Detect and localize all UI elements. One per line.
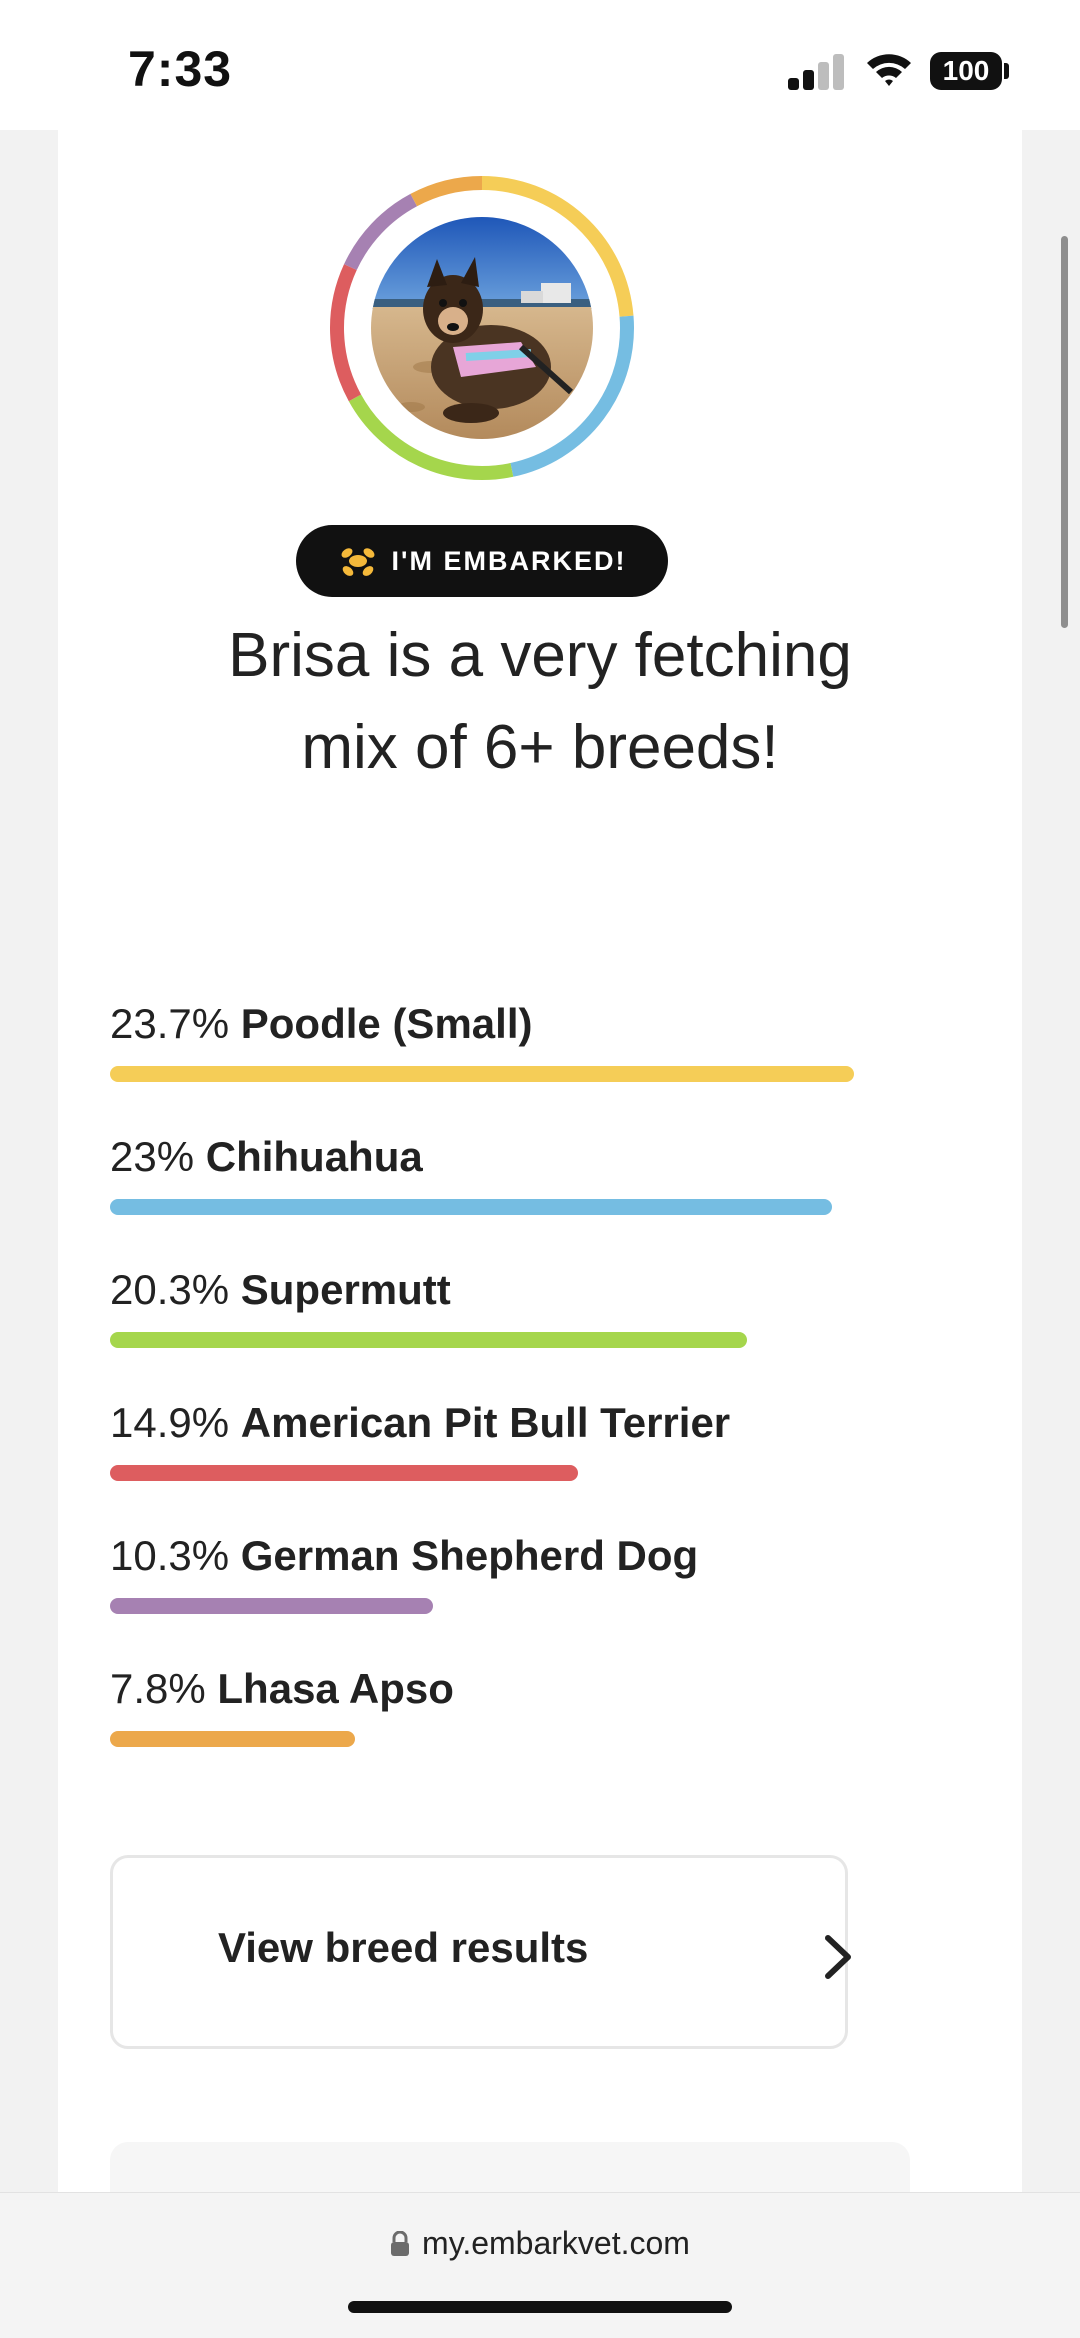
breed-ring-segment — [481, 176, 634, 317]
dog-photo — [371, 217, 593, 439]
breed-label: 23.7% Poodle (Small) — [110, 1000, 854, 1048]
breed-label: 10.3% German Shepherd Dog — [110, 1532, 854, 1580]
wifi-icon — [867, 54, 911, 86]
breed-bar — [110, 1199, 854, 1215]
breed-name: Chihuahua — [205, 1133, 423, 1180]
breed-percent: 14.9% — [110, 1399, 230, 1446]
breed-name: Poodle (Small) — [240, 1000, 533, 1047]
breed-bar-fill — [110, 1066, 854, 1082]
dog-balloon-icon — [341, 548, 374, 576]
embarked-badge: I'M EMBARKED! — [296, 525, 668, 597]
breed-name: Supermutt — [240, 1266, 451, 1313]
breed-name: Lhasa Apso — [217, 1665, 454, 1712]
breed-row: 23% Chihuahua — [110, 1133, 854, 1243]
breed-bar — [110, 1731, 854, 1747]
scrollbar[interactable] — [1061, 236, 1068, 628]
address-bar[interactable]: my.embarkvet.com — [0, 2225, 1080, 2262]
breed-name: German Shepherd Dog — [240, 1532, 699, 1579]
breed-ring-segment — [410, 176, 483, 207]
breed-ring — [330, 176, 634, 480]
breed-percent: 20.3% — [110, 1266, 230, 1313]
breed-label: 23% Chihuahua — [110, 1133, 854, 1181]
breed-row: 10.3% German Shepherd Dog — [110, 1532, 854, 1642]
breed-row: 20.3% Supermutt — [110, 1266, 854, 1376]
home-indicator — [348, 2301, 732, 2313]
breed-bar — [110, 1066, 854, 1082]
breed-label: 7.8% Lhasa Apso — [110, 1665, 854, 1713]
chevron-right-icon[interactable] — [820, 1932, 856, 1982]
breed-bar — [110, 1465, 854, 1481]
cellular-signal-icon — [788, 54, 846, 90]
view-breed-results-label[interactable]: View breed results — [218, 1924, 589, 1971]
breed-label: 20.3% Supermutt — [110, 1266, 854, 1314]
battery-tip — [1004, 63, 1009, 79]
breed-bar-fill — [110, 1199, 833, 1215]
browser-toolbar — [0, 2192, 1080, 2338]
status-bar: 7:33 100 — [0, 0, 1080, 130]
breed-percent: 10.3% — [110, 1532, 230, 1579]
breed-ring-segment — [330, 264, 362, 402]
breed-percent: 7.8% — [110, 1665, 206, 1712]
breed-ring-segment — [344, 193, 418, 271]
battery-icon: 100 — [930, 52, 1002, 90]
breed-name: American Pit Bull Terrier — [240, 1399, 731, 1446]
breed-label: 14.9% American Pit Bull Terrier — [110, 1399, 854, 1447]
page-title: Brisa is a very fetching mix of 6+ breed… — [58, 610, 1022, 794]
breed-ring-segment — [510, 315, 634, 477]
breed-row: 23.7% Poodle (Small) — [110, 1000, 854, 1110]
breed-bar-fill — [110, 1731, 355, 1747]
clock: 7:33 — [128, 41, 233, 97]
dog-avatar[interactable] — [371, 217, 593, 439]
breed-bar-fill — [110, 1598, 434, 1614]
title-line-2: mix of 6+ breeds! — [301, 713, 779, 782]
breed-percent: 23.7% — [110, 1000, 230, 1047]
breed-percent: 23% — [110, 1133, 195, 1180]
breed-bar — [110, 1332, 854, 1348]
breed-ring-segment — [348, 394, 514, 480]
lock-icon — [391, 2230, 410, 2256]
view-breed-results-button[interactable] — [110, 1855, 848, 2049]
content-card — [58, 130, 1022, 2192]
breed-bar-fill — [110, 1465, 578, 1481]
breed-row: 14.9% American Pit Bull Terrier — [110, 1399, 854, 1509]
breed-row: 7.8% Lhasa Apso — [110, 1665, 854, 1775]
url-text[interactable]: my.embarkvet.com — [422, 2225, 690, 2261]
breed-bar — [110, 1598, 854, 1614]
badge-label: I'M EMBARKED! — [391, 545, 627, 576]
title-line-1: Brisa is a very fetching — [228, 621, 852, 690]
breed-bar-fill — [110, 1332, 748, 1348]
